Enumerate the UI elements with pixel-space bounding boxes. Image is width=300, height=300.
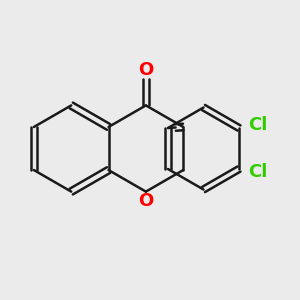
Text: O: O	[138, 61, 154, 79]
Text: Cl: Cl	[248, 163, 268, 181]
Text: Cl: Cl	[248, 116, 268, 134]
Text: O: O	[138, 192, 154, 210]
